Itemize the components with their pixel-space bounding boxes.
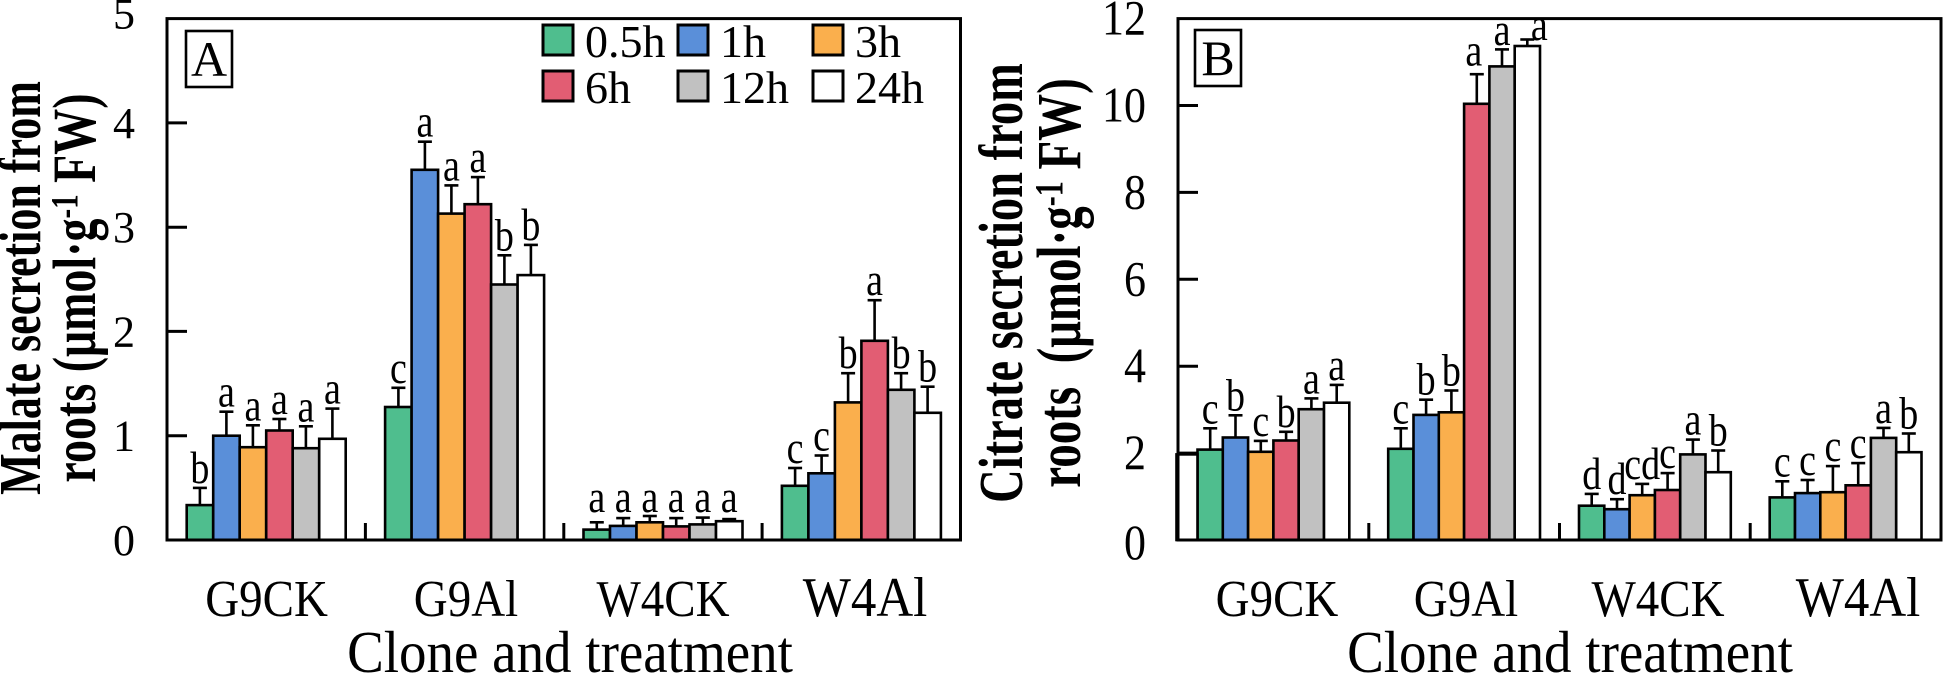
svg-text:Clone and treatment: Clone and treatment [347,620,793,679]
svg-text:c: c [787,424,804,474]
svg-text:B: B [1201,30,1234,86]
svg-text:a: a [615,473,632,523]
svg-text:cd: cd [1624,440,1660,490]
svg-text:a: a [271,375,288,425]
svg-text:c: c [1774,437,1791,487]
svg-text:c: c [1824,422,1841,472]
svg-text:a: a [721,473,738,523]
svg-text:A: A [191,31,227,87]
svg-text:d: d [1608,455,1627,505]
svg-text:b: b [495,211,514,261]
svg-text:d: d [1582,450,1601,500]
svg-text:a: a [866,256,883,306]
svg-text:a: a [244,381,261,431]
svg-text:5: 5 [113,0,135,39]
svg-text:Citrate secretion from: Citrate secretion from [966,63,1035,503]
svg-text:0.5h: 0.5h [585,16,666,67]
svg-text:b: b [892,329,911,379]
svg-text:a: a [1531,1,1548,51]
svg-text:3h: 3h [855,16,901,67]
svg-text:c: c [1392,384,1409,434]
svg-text:a: a [1494,6,1511,56]
svg-text:12h: 12h [720,62,789,113]
svg-text:a: a [416,98,433,148]
svg-text:W4CK: W4CK [596,570,729,628]
svg-text:12: 12 [1102,0,1146,46]
svg-text:a: a [1684,395,1701,445]
svg-text:4: 4 [1124,339,1146,394]
svg-text:a: a [588,473,605,523]
svg-text:Malate secretion from: Malate secretion from [0,81,54,495]
svg-text:24h: 24h [855,62,924,113]
svg-text:a: a [443,141,460,191]
svg-text:G9Al: G9Al [1414,570,1518,628]
svg-text:c: c [390,344,407,394]
svg-text:a: a [668,473,685,523]
svg-text:b: b [1417,356,1436,406]
svg-text:b: b [521,201,540,251]
svg-text:c: c [1252,397,1269,447]
svg-text:a: a [1875,384,1892,434]
svg-text:G9Al: G9Al [414,570,518,628]
svg-text:1: 1 [113,412,135,461]
svg-text:c: c [1202,384,1219,434]
svg-text:b: b [1277,388,1296,438]
svg-text:3: 3 [113,203,135,252]
svg-text:b: b [918,343,937,393]
svg-text:a: a [1328,341,1345,391]
svg-text:2: 2 [113,307,135,356]
svg-text:b: b [190,444,209,494]
svg-text:a: a [469,133,486,183]
svg-text:a: a [297,382,314,432]
svg-text:a: a [1465,27,1482,77]
svg-text:10: 10 [1102,78,1146,133]
svg-text:a: a [694,473,711,523]
svg-text:W4Al: W4Al [1796,566,1921,629]
svg-text:b: b [1226,371,1245,421]
svg-text:a: a [1303,354,1320,404]
svg-text:6h: 6h [585,62,631,113]
svg-text:c: c [1799,436,1816,486]
svg-text:W4CK: W4CK [1591,570,1724,628]
svg-text:c: c [813,411,830,461]
svg-text:c: c [1659,429,1676,479]
svg-text:1h: 1h [720,16,766,67]
svg-text:6: 6 [1124,252,1146,307]
svg-text:4: 4 [113,99,135,148]
svg-text:a: a [641,473,658,523]
svg-text:G9CK: G9CK [205,570,328,628]
svg-text:b: b [1899,389,1918,439]
svg-text:8: 8 [1124,165,1146,220]
svg-text:0: 0 [113,516,135,565]
svg-text:W4Al: W4Al [803,566,928,629]
svg-text:Clone and treatment: Clone and treatment [1347,620,1793,679]
svg-text:b: b [839,329,858,379]
svg-text:roots (μmol·g-1 FW): roots (μmol·g-1 FW) [1024,78,1094,488]
svg-text:a: a [324,364,341,414]
svg-text:0: 0 [1124,516,1146,571]
svg-text:c: c [1850,419,1867,469]
svg-text:2: 2 [1124,426,1146,481]
svg-text:a: a [218,368,235,418]
svg-text:b: b [1709,406,1728,456]
svg-text:roots (μmol·g-1 FW): roots (μmol·g-1 FW) [41,93,109,482]
svg-text:b: b [1442,346,1461,396]
svg-text:G9CK: G9CK [1216,570,1339,628]
